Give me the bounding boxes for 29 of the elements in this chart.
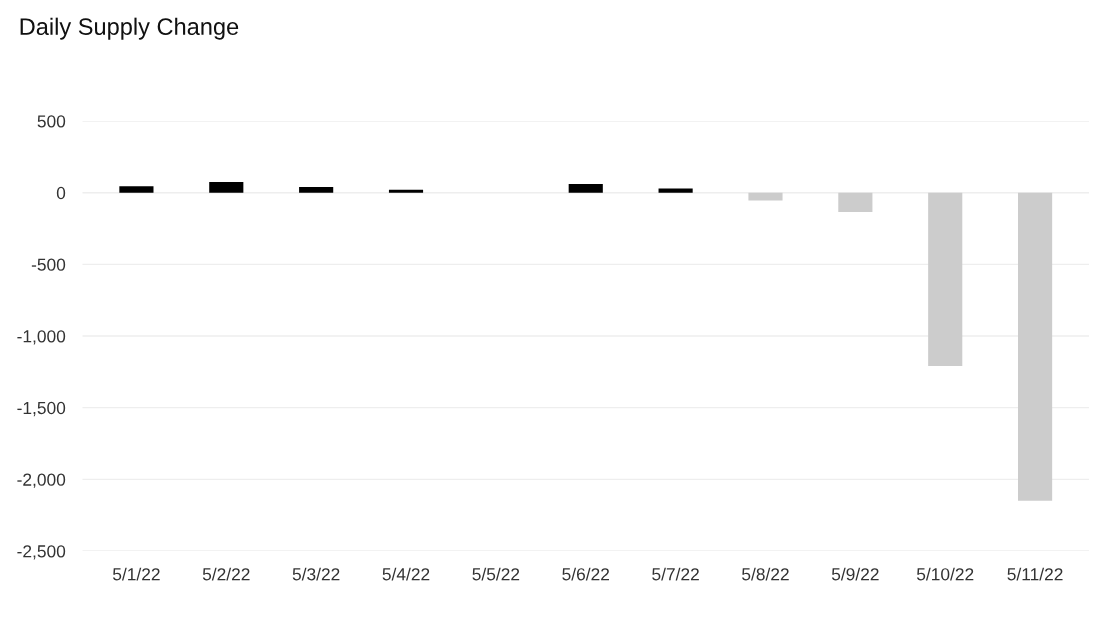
chart-title: Daily Supply Change	[20, 17, 239, 40]
x-tick-label: 5/9/22	[831, 567, 879, 581]
x-tick-label: 5/2/22	[202, 567, 250, 581]
x-tick-label: 5/6/22	[562, 567, 610, 581]
y-tick-label: -500	[31, 258, 66, 271]
x-tick-label: 5/10/22	[916, 567, 974, 581]
bar	[748, 192, 783, 201]
bar	[299, 186, 334, 193]
y-tick-label: -1,000	[17, 330, 66, 345]
bar	[1018, 192, 1053, 501]
x-tick-label: 5/4/22	[382, 567, 430, 581]
x-tick-label: 5/11/22	[1007, 567, 1063, 581]
bar	[928, 192, 963, 367]
x-tick-label: 5/8/22	[742, 567, 789, 581]
x-tick-label: 5/7/22	[652, 567, 699, 581]
bar	[209, 181, 244, 193]
x-tick-label: 5/5/22	[472, 567, 520, 581]
y-tick-label: -2,500	[17, 545, 66, 560]
y-tick-label: 500	[37, 115, 66, 128]
bar	[658, 188, 693, 193]
y-tick-label: -1,500	[17, 401, 66, 417]
x-tick-label: 5/1/22	[112, 567, 160, 581]
y-tick-label: 0	[56, 186, 66, 200]
y-tick-label: -2,000	[17, 473, 66, 488]
bar	[388, 189, 424, 193]
bar	[568, 184, 603, 193]
bar	[119, 186, 154, 193]
x-tick-label: 5/3/22	[292, 567, 340, 581]
bar	[838, 192, 873, 213]
